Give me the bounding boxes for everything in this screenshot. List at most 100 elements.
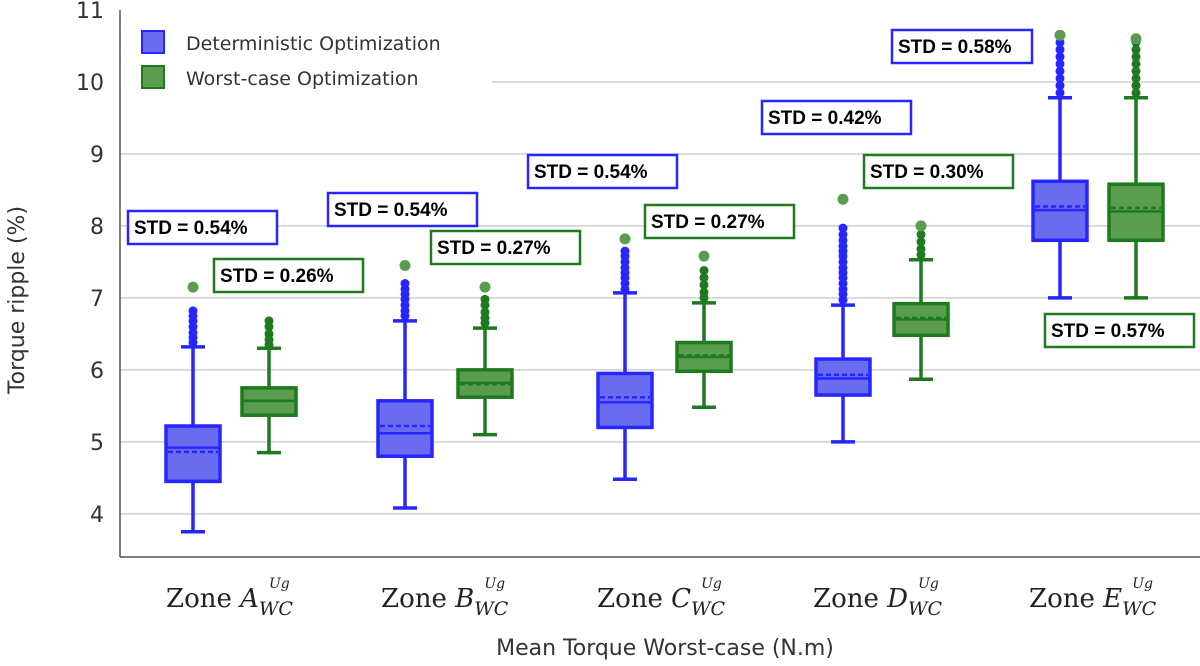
outlier-point	[699, 287, 709, 297]
axes: 4 5 6 7 8 9 10 11 Zone AWCUg Zone BWCUg Zone CWCUg…	[76, 0, 1200, 620]
outlier-point	[188, 306, 198, 316]
outlier-point	[838, 223, 848, 233]
boxes	[164, 29, 1165, 534]
std-label-text: STD = 0.54%	[134, 218, 248, 239]
std-label-frame	[862, 153, 1015, 190]
extreme-outlier-point	[698, 250, 710, 262]
outlier-point	[838, 230, 848, 240]
extreme-outlier-point	[837, 193, 849, 205]
y-tick-label: 5	[90, 431, 104, 456]
std-label-worst-case-e: STD = 0.57%	[1043, 312, 1196, 349]
std-label-frame	[643, 203, 796, 240]
outlier-point	[699, 266, 709, 276]
outlier-point	[264, 316, 274, 326]
std-label-text: STD = 0.27%	[651, 212, 765, 233]
outlier-point	[400, 279, 410, 288]
outlier-point	[699, 273, 709, 283]
legend-label-deterministic: Deterministic Optimization	[186, 33, 441, 55]
box-worst-case-c	[675, 250, 733, 410]
std-label-text: STD = 0.58%	[898, 37, 1012, 58]
outlier-point	[1131, 66, 1141, 76]
y-tick-label: 10	[76, 71, 104, 96]
box-deterministic-a	[164, 281, 222, 534]
box-worst-case-d	[892, 220, 950, 381]
std-label-deterministic-a: STD = 0.54%	[126, 209, 279, 246]
std-label-text: STD = 0.54%	[534, 162, 648, 183]
y-tick-label: 11	[76, 0, 104, 24]
std-label-text: STD = 0.26%	[220, 266, 334, 287]
std-label-deterministic-d: STD = 0.42%	[760, 99, 913, 136]
outlier-point	[1055, 59, 1065, 69]
std-label-deterministic-e: STD = 0.58%	[890, 28, 1034, 65]
outlier-point	[480, 307, 490, 317]
iqr-box	[376, 399, 434, 458]
x-tick-label: Zone EWCUg	[1029, 576, 1157, 620]
legend-label-worst-case: Worst-case Optimization	[186, 68, 419, 90]
y-tick-label: 9	[90, 143, 104, 168]
outlier-point	[1055, 52, 1065, 62]
std-label-deterministic-b: STD = 0.54%	[326, 191, 479, 228]
outlier-point	[916, 230, 926, 240]
extreme-outlier-point	[187, 281, 199, 293]
box-worst-case-e	[1107, 33, 1165, 300]
outlier-point	[1131, 88, 1141, 98]
extreme-outlier-point	[1130, 33, 1142, 45]
outlier-point	[916, 237, 926, 247]
y-tick-label: 7	[90, 287, 104, 312]
std-label-text: STD = 0.57%	[1051, 321, 1165, 342]
box-deterministic-d	[814, 193, 872, 444]
outlier-point	[1131, 59, 1141, 69]
legend-swatch-worst-case	[141, 65, 165, 89]
extreme-outlier-point	[619, 233, 631, 245]
box-worst-case-a	[240, 316, 298, 455]
std-label-frame	[126, 209, 279, 246]
outlier-point	[264, 329, 274, 339]
x-tick-label: Zone DWCUg	[813, 576, 943, 620]
outlier-point	[1131, 73, 1141, 83]
std-label-text: STD = 0.27%	[437, 238, 551, 259]
outlier-point	[1055, 45, 1065, 55]
std-label-text: STD = 0.30%	[870, 162, 984, 183]
outlier-point	[1131, 45, 1141, 55]
x-tick-label: Zone BWCUg	[381, 576, 509, 620]
outlier-point	[1055, 66, 1065, 76]
box-deterministic-c	[596, 233, 654, 482]
outlier-point	[1055, 88, 1065, 98]
box-deterministic-b	[376, 260, 434, 510]
y-tick-label: 8	[90, 215, 104, 240]
extreme-outlier-point	[1054, 29, 1066, 41]
x-tick-label: Zone AWCUg	[166, 576, 293, 620]
iqr-box	[814, 357, 872, 397]
extreme-outlier-point	[915, 220, 927, 232]
x-tick-label: Zone CWCUg	[597, 576, 726, 620]
legend: Deterministic Optimization Worst-case Op…	[141, 30, 441, 90]
std-label-worst-case-c: STD = 0.27%	[643, 203, 796, 240]
extreme-outlier-point	[399, 260, 411, 272]
outlier-point	[1055, 81, 1065, 91]
outlier-point	[1131, 52, 1141, 62]
iqr-box	[596, 371, 654, 430]
std-label-worst-case-b: STD = 0.27%	[429, 229, 582, 266]
outlier-point	[480, 294, 490, 304]
iqr-box	[164, 424, 222, 484]
std-label-text: STD = 0.54%	[334, 200, 448, 221]
outlier-point	[699, 280, 709, 290]
outlier-point	[916, 244, 926, 254]
outlier-point	[1131, 81, 1141, 91]
std-label-deterministic-c: STD = 0.54%	[526, 153, 679, 190]
std-labels: STD = 0.54% STD = 0.54% STD = 0.54% STD = 0…	[126, 28, 1196, 349]
y-axis-title: Torque ripple (%)	[5, 206, 30, 395]
std-label-worst-case-d: STD = 0.30%	[862, 153, 1015, 190]
std-label-frame	[429, 229, 582, 266]
y-tick-label: 4	[90, 503, 104, 528]
y-tick-label: 6	[90, 359, 104, 384]
box-deterministic-e	[1031, 29, 1089, 300]
extreme-outlier-point	[479, 281, 491, 293]
x-axis-title: Mean Torque Worst-case (N.m)	[496, 636, 834, 661]
std-label-frame	[1043, 312, 1196, 349]
std-label-text: STD = 0.42%	[768, 108, 882, 129]
box-worst-case-b	[456, 281, 514, 437]
std-label-frame	[760, 99, 913, 136]
std-label-frame	[326, 191, 479, 228]
